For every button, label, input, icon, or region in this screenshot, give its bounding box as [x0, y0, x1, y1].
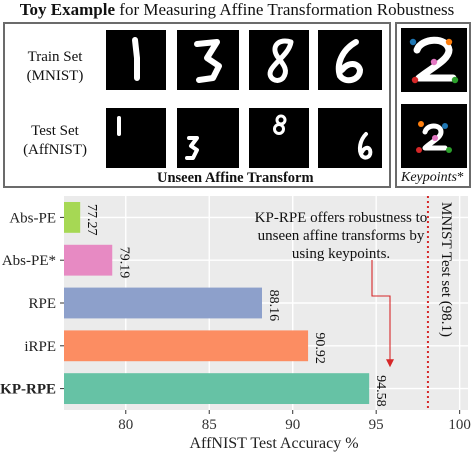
keypoint-digit-2-train-image: [401, 28, 467, 92]
y-tick-label: Abs-PE: [9, 210, 56, 226]
keypoints-caption-star: *: [457, 170, 464, 185]
keypoints-panel: Keypoints*: [395, 22, 471, 188]
test-set-label-line2: (AffNIST): [23, 142, 87, 158]
title-rest: for Measuring Affine Transformation Robu…: [115, 0, 455, 19]
x-tick-label: 85: [202, 417, 217, 433]
y-tick-label: iRPE: [24, 339, 56, 355]
unseen-affine-caption: Unseen Affine Transform: [157, 170, 314, 186]
test-set-label-line1: Test Set: [31, 123, 79, 139]
bar-abs-pe-: [64, 244, 113, 276]
chart-svg: 80 85 90 95 100 Abs-PE 77.27 Abs-PE* 79.19 RPE 88.…: [0, 196, 471, 452]
test-digit-8-image: [249, 108, 309, 168]
train-digit-8-image: [249, 30, 309, 90]
x-tick-label: 90: [285, 417, 300, 433]
test-digit-3-image: [177, 108, 239, 168]
value-label: 90.92: [312, 332, 327, 364]
train-digit-6-image: [318, 30, 382, 90]
train-set-label-line2: (MNIST): [26, 68, 84, 84]
annotation-arrow-line: [371, 260, 391, 362]
toy-example-panel: Train Set (MNIST) Test Set (AffNIST) Uns…: [3, 22, 391, 188]
x-tick-label: 100: [448, 417, 471, 433]
value-label: 88.16: [266, 290, 281, 322]
x-tick-label: 80: [118, 417, 133, 433]
keypoints-caption: Keypoints*: [401, 170, 464, 186]
bar-rpe: [64, 287, 262, 319]
mnist-reference-label: MNIST Test set (98.1): [438, 202, 454, 337]
bar-irpe: [64, 330, 309, 362]
train-set-label: Train Set (MNIST): [9, 48, 101, 86]
accuracy-bar-chart: 80 85 90 95 100 Abs-PE 77.27 Abs-PE* 79.19 RPE 88.…: [0, 190, 474, 454]
keypoints-caption-text: Keypoints: [401, 170, 457, 185]
y-tick-label: RPE: [28, 296, 56, 312]
annotation-text-line: using keypoints.: [292, 246, 390, 262]
test-set-label: Test Set (AffNIST): [9, 122, 101, 160]
bar-abs-pe: [64, 201, 81, 233]
x-tick-label: 95: [369, 417, 384, 433]
value-label: 94.58: [373, 375, 388, 407]
train-digit-3-image: [177, 30, 239, 90]
annotation-text-line: unseen affine transforms by: [258, 228, 425, 244]
figure-title: Toy Example for Measuring Affine Transfo…: [0, 0, 474, 20]
annotation-arrow-head: [386, 359, 394, 368]
test-digit-6-image: [318, 108, 382, 168]
y-tick-label: KP-RPE: [0, 382, 56, 398]
x-axis-label: AffNIST Test Accuracy %: [189, 435, 358, 452]
train-digit-1-image: [106, 30, 166, 90]
y-tick-label: Abs-PE*: [2, 253, 56, 269]
train-set-label-line1: Train Set: [27, 49, 83, 65]
value-label: 79.19: [116, 247, 131, 279]
keypoint-digit-2-test-image: [401, 104, 467, 168]
value-label: 77.27: [84, 204, 99, 236]
bar-kp-rpe: [64, 373, 370, 405]
annotation-text-line: KP-RPE offers robustness to: [255, 210, 428, 226]
title-bold: Toy Example: [19, 0, 116, 19]
test-digit-1-image: [106, 108, 166, 168]
